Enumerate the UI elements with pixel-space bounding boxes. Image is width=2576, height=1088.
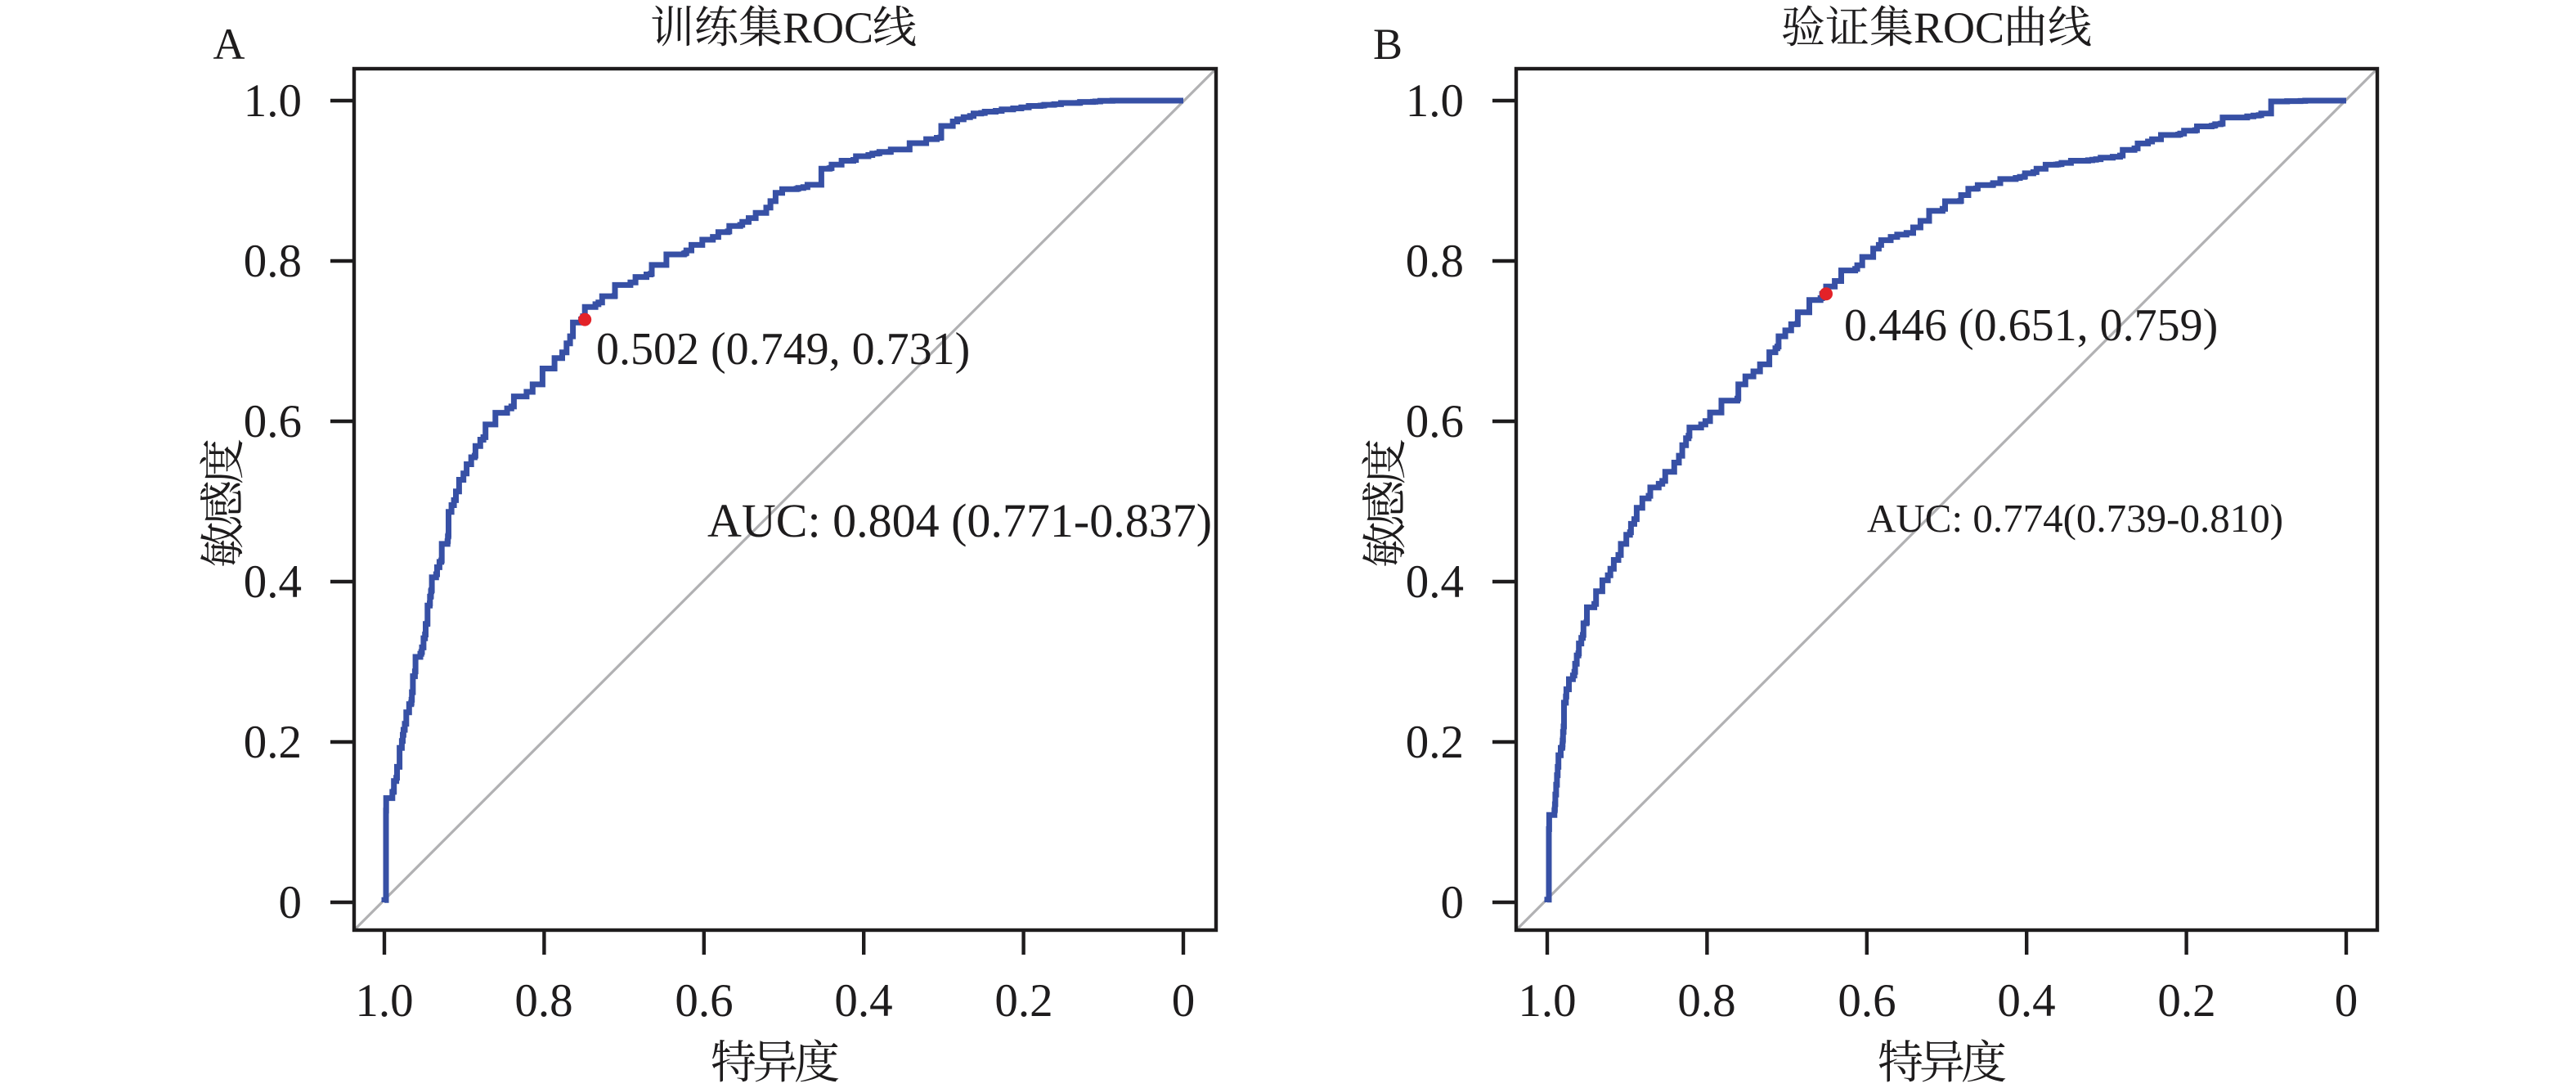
svg-text:0.2: 0.2 xyxy=(1406,717,1464,768)
svg-text:0.8: 0.8 xyxy=(514,975,572,1027)
svg-text:ROC: ROC xyxy=(783,3,873,52)
svg-text:0.2: 0.2 xyxy=(2157,975,2215,1027)
svg-text:0.8: 0.8 xyxy=(1677,975,1735,1027)
svg-text:0.502 (0.749, 0.731): 0.502 (0.749, 0.731) xyxy=(596,324,970,375)
svg-text:0.6: 0.6 xyxy=(1406,396,1464,447)
svg-text:0.2: 0.2 xyxy=(994,975,1052,1027)
svg-text:0: 0 xyxy=(1172,975,1196,1027)
svg-text:0.6: 0.6 xyxy=(244,396,302,447)
svg-text:AUC: 0.804 (0.771-0.837): AUC: 0.804 (0.771-0.837) xyxy=(707,494,1212,547)
svg-text:0.446 (0.651, 0.759): 0.446 (0.651, 0.759) xyxy=(1844,300,2218,351)
svg-text:1.0: 1.0 xyxy=(244,75,302,127)
svg-text:0.8: 0.8 xyxy=(244,236,302,287)
svg-text:B: B xyxy=(1373,20,1402,69)
svg-text:0.4: 0.4 xyxy=(244,556,302,608)
svg-text:1.0: 1.0 xyxy=(1518,975,1576,1027)
svg-text:A: A xyxy=(213,20,245,69)
svg-text:0.4: 0.4 xyxy=(1997,975,2055,1027)
svg-text:1.0: 1.0 xyxy=(1406,75,1464,127)
svg-text:ROC: ROC xyxy=(1914,3,2004,52)
svg-text:0.2: 0.2 xyxy=(244,717,302,768)
svg-text:0.8: 0.8 xyxy=(1406,236,1464,287)
svg-text:0: 0 xyxy=(1441,877,1465,928)
svg-text:0.6: 0.6 xyxy=(675,975,733,1027)
svg-text:0.4: 0.4 xyxy=(1406,556,1464,608)
svg-text:0: 0 xyxy=(279,877,303,928)
svg-text:0: 0 xyxy=(2335,975,2358,1027)
svg-text:AUC: 0.774(0.739-0.810): AUC: 0.774(0.739-0.810) xyxy=(1867,496,2283,541)
svg-text:1.0: 1.0 xyxy=(355,975,413,1027)
svg-text:0.6: 0.6 xyxy=(1838,975,1896,1027)
svg-text:0.4: 0.4 xyxy=(834,975,892,1027)
